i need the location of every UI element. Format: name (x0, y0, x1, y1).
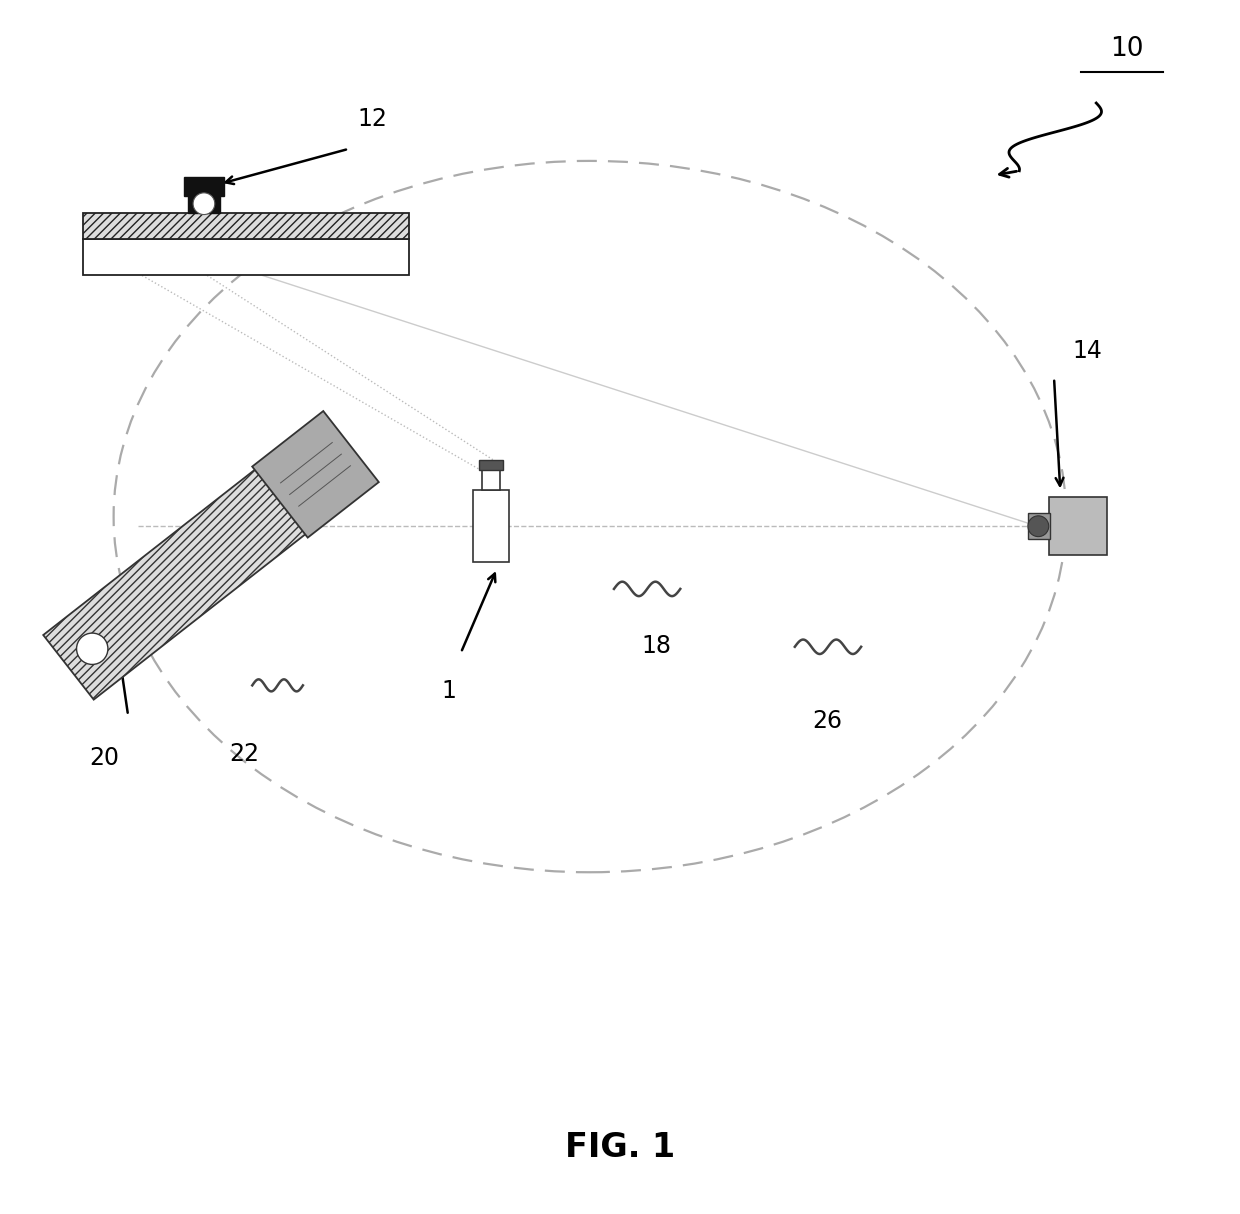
Bar (1049, 498, 1106, 555)
Text: FIG. 1: FIG. 1 (565, 1130, 675, 1164)
Circle shape (77, 632, 108, 664)
Circle shape (1028, 516, 1049, 537)
Text: 20: 20 (89, 745, 119, 770)
Bar (184, 176, 224, 197)
Bar (83, 239, 409, 276)
Bar (482, 470, 500, 490)
Text: 22: 22 (229, 742, 259, 766)
Text: 12: 12 (358, 107, 388, 131)
Bar (188, 197, 219, 212)
Circle shape (193, 193, 215, 215)
Polygon shape (252, 412, 378, 538)
Text: 18: 18 (641, 634, 671, 658)
Text: 26: 26 (812, 709, 842, 733)
Text: 14: 14 (1073, 340, 1102, 363)
Bar (83, 212, 409, 239)
Polygon shape (43, 442, 341, 699)
Text: 24: 24 (303, 466, 332, 490)
Bar (472, 490, 510, 562)
Text: 1: 1 (441, 680, 456, 703)
Bar (479, 460, 502, 470)
Bar (1028, 514, 1050, 539)
Text: 10: 10 (1110, 36, 1143, 62)
